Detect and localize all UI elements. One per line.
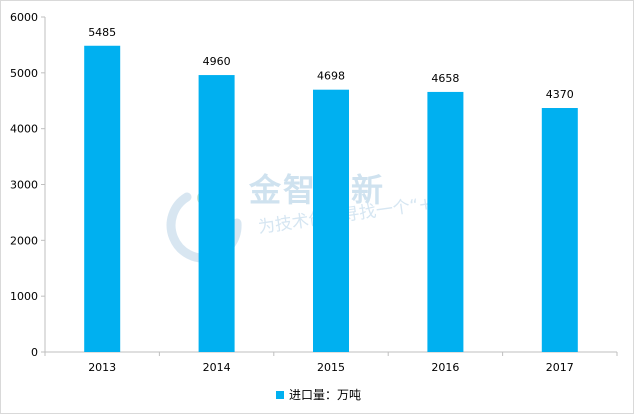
y-tick-label: 4000 bbox=[10, 123, 38, 136]
bars-group bbox=[84, 45, 578, 353]
x-tick-label-2013: 2013 bbox=[88, 361, 116, 374]
legend-label: 进口量：万吨 bbox=[289, 388, 361, 402]
bar-2017 bbox=[541, 108, 578, 352]
x-tick-label-2017: 2017 bbox=[546, 361, 574, 374]
x-tick-label-2016: 2016 bbox=[431, 361, 459, 374]
bar-2013 bbox=[84, 45, 121, 353]
legend: 进口量：万吨 bbox=[276, 388, 361, 402]
y-tick-label: 1000 bbox=[10, 290, 38, 303]
x-tick-label-2015: 2015 bbox=[317, 361, 345, 374]
data-label-2013: 5485 bbox=[88, 26, 116, 39]
y-tick-label: 2000 bbox=[10, 234, 38, 247]
data-label-2014: 4960 bbox=[203, 55, 231, 68]
data-label-2016: 4658 bbox=[431, 72, 459, 85]
y-tick-label: 3000 bbox=[10, 179, 38, 192]
data-label-2015: 4698 bbox=[317, 70, 345, 83]
bar-2016 bbox=[427, 91, 464, 352]
y-tick-label: 5000 bbox=[10, 67, 38, 80]
bar-2014 bbox=[198, 75, 235, 353]
x-tick-label-2014: 2014 bbox=[203, 361, 231, 374]
data-labels-group: 5485 4960 4698 4658 4370 bbox=[88, 26, 574, 101]
y-tick-label: 6000 bbox=[10, 11, 38, 24]
legend-swatch bbox=[276, 391, 284, 399]
data-label-2017: 4370 bbox=[546, 88, 574, 101]
y-tick-label: 0 bbox=[31, 346, 38, 359]
bar-2015 bbox=[313, 89, 349, 352]
